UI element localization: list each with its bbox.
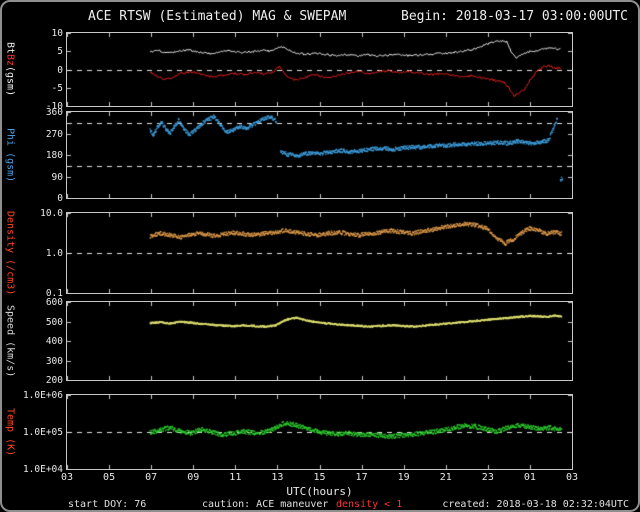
panel-temp-canvas bbox=[67, 395, 572, 469]
y-tick-label: 10.0 bbox=[40, 208, 63, 219]
y-axis-label-speed: Speed (km/s) bbox=[3, 302, 16, 380]
density-warning-label: density < 1 bbox=[336, 499, 403, 510]
y-axis-label-temp: Temp (K) bbox=[3, 395, 16, 469]
x-axis-tick-label: 09 bbox=[187, 472, 200, 483]
x-axis-tick-label: 03 bbox=[565, 472, 579, 483]
caution-label: caution: ACE maneuver bbox=[202, 499, 329, 510]
panel-density bbox=[66, 212, 573, 294]
x-axis-title: UTC(hours) bbox=[286, 485, 353, 498]
y-tick-label: 1.0 bbox=[45, 248, 63, 259]
panel-phi bbox=[66, 111, 573, 199]
panel-bt_bz bbox=[66, 32, 573, 107]
x-axis-tick-label: 03 bbox=[60, 472, 74, 483]
x-axis-tick-label: 07 bbox=[145, 472, 158, 483]
start-doy-label: start DOY: 76 bbox=[68, 499, 147, 510]
y-axis-label-phi: Phi (gsm) bbox=[3, 112, 16, 198]
y-axis-label-bt_bz: Bt Bz (gsm) bbox=[3, 33, 16, 106]
x-axis-tick-label: 01 bbox=[523, 472, 536, 483]
panel-speed bbox=[66, 301, 573, 381]
y-tick-label: 500 bbox=[45, 316, 63, 328]
y-tick-label: 300 bbox=[45, 355, 63, 367]
y-tick-label: 360 bbox=[45, 107, 63, 118]
panel-bt_bz-canvas bbox=[67, 33, 572, 106]
y-tick-label: -10 bbox=[45, 101, 63, 112]
y-axis-label-part: Density (/cm3) bbox=[4, 210, 16, 296]
x-axis-tick-label: 19 bbox=[397, 472, 410, 483]
x-axis-tick-label: 21 bbox=[439, 472, 452, 483]
y-axis-label-part: Bt bbox=[4, 42, 16, 55]
y-axis-label-part: Phi (gsm) bbox=[4, 127, 16, 183]
y-tick-label: 0.1 bbox=[45, 288, 63, 299]
panel-temp bbox=[66, 394, 573, 470]
created-timestamp: created: 2018-03-18 02:32:04UTC bbox=[442, 499, 629, 510]
y-tick-label: 1.0E+04 bbox=[22, 464, 63, 475]
x-axis-tick-label: 11 bbox=[229, 472, 242, 483]
y-tick-label: 90 bbox=[51, 171, 63, 183]
y-tick-label: 0 bbox=[57, 193, 63, 204]
panel-speed-canvas bbox=[67, 302, 572, 380]
y-axis-label-density: Density (/cm3) bbox=[3, 210, 16, 296]
y-tick-label: 400 bbox=[45, 336, 63, 347]
y-tick-label: 180 bbox=[45, 150, 63, 161]
x-axis-tick-label: 05 bbox=[103, 472, 116, 483]
x-axis-tick-label: 13 bbox=[271, 472, 284, 483]
y-tick-label: 600 bbox=[45, 297, 63, 308]
y-tick-label: 1.0E+05 bbox=[22, 427, 63, 438]
y-tick-label: 270 bbox=[45, 128, 63, 140]
y-tick-label: 200 bbox=[45, 375, 63, 386]
y-tick-label: -5 bbox=[51, 82, 63, 94]
y-tick-label: 5 bbox=[57, 46, 63, 58]
x-axis-tick-label: 17 bbox=[355, 472, 368, 483]
y-axis-label-part: Temp (K) bbox=[4, 407, 16, 457]
y-axis-label-part: Bz bbox=[4, 54, 16, 67]
x-axis-tick-label: 23 bbox=[481, 472, 494, 483]
panel-density-canvas bbox=[67, 213, 572, 293]
y-axis-label-part: (gsm) bbox=[4, 66, 16, 97]
y-axis-label-part: Speed (km/s) bbox=[4, 304, 16, 378]
y-tick-label: 10 bbox=[51, 28, 63, 39]
y-tick-label: 0 bbox=[57, 64, 63, 76]
x-axis-tick-label: 15 bbox=[313, 472, 326, 483]
y-tick-label: 1.0E+06 bbox=[22, 390, 63, 401]
plot-title: ACE RTSW (Estimated) MAG & SWEPAM bbox=[88, 9, 347, 24]
begin-timestamp: Begin: 2018-03-17 03:00:00UTC bbox=[401, 9, 628, 24]
panel-phi-canvas bbox=[67, 112, 572, 198]
